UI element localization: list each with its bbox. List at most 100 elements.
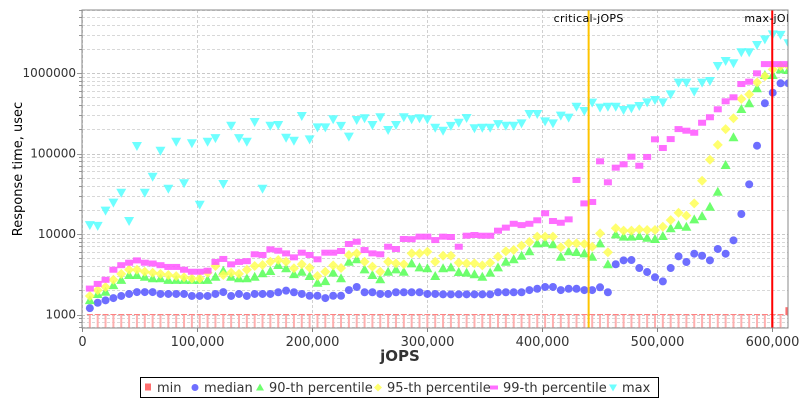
data-point: [85, 304, 94, 313]
data-point: [744, 48, 755, 58]
data-point: [533, 284, 542, 293]
data-point: [85, 285, 94, 292]
data-point: [124, 264, 135, 275]
data-point: [753, 70, 762, 77]
data-point: [712, 139, 723, 150]
data-point: [390, 264, 401, 274]
data-point: [186, 139, 197, 149]
data-point: [171, 137, 182, 147]
data-point: [242, 258, 251, 265]
data-point: [580, 200, 589, 207]
data-point: [195, 268, 204, 275]
data-point: [359, 114, 370, 124]
data-point: [752, 77, 763, 88]
data-point: [423, 289, 432, 298]
data-point: [689, 87, 700, 97]
data-point: [376, 251, 385, 258]
data-point: [712, 62, 723, 72]
data-point: [304, 262, 315, 273]
data-point: [508, 245, 519, 256]
data-point: [92, 285, 103, 296]
data-point: [650, 273, 659, 282]
critical-jOPS-label: critical-jOPS: [554, 12, 624, 25]
data-point: [760, 99, 769, 108]
data-point: [265, 256, 276, 267]
data-point: [399, 288, 408, 297]
data-point: [649, 95, 660, 105]
data-point: [461, 267, 472, 277]
data-point: [164, 289, 173, 298]
data-point: [618, 225, 629, 236]
data-point: [92, 221, 103, 231]
data-point: [414, 262, 425, 272]
data-point: [446, 234, 455, 241]
data-point: [304, 135, 315, 145]
data-point: [351, 115, 362, 125]
data-point: [305, 251, 314, 258]
data-point: [344, 240, 353, 247]
data-point: [752, 83, 763, 93]
data-point: [555, 251, 566, 261]
data-point: [508, 121, 519, 131]
data-point: [312, 277, 323, 287]
data-point: [596, 158, 605, 165]
legend-label: max: [622, 381, 651, 396]
data-point: [446, 290, 455, 299]
data-point: [384, 243, 393, 250]
data-point: [493, 262, 504, 272]
data-point: [383, 125, 394, 135]
data-point: [634, 102, 645, 112]
data-point: [383, 266, 394, 276]
data-point: [108, 274, 119, 285]
data-point: [555, 242, 566, 253]
data-point: [579, 107, 590, 117]
data-point: [516, 119, 527, 129]
data-point: [603, 179, 612, 186]
data-point: [501, 224, 510, 231]
data-point: [642, 232, 653, 242]
plot-background: [82, 10, 788, 328]
data-point: [180, 289, 189, 298]
data-point: [414, 114, 425, 124]
data-point: [563, 113, 574, 123]
data-point: [752, 40, 763, 50]
data-point: [344, 286, 353, 295]
data-point: [431, 289, 440, 298]
data-point: [101, 296, 110, 305]
data-point: [367, 261, 378, 272]
data-point: [705, 256, 714, 265]
data-point: [194, 273, 205, 284]
data-point: [398, 259, 409, 270]
data-point: [728, 132, 739, 142]
x-tick-label: 400,000: [516, 335, 570, 350]
data-point: [462, 232, 471, 239]
data-point: [343, 256, 354, 266]
data-point: [643, 153, 652, 160]
data-point: [320, 276, 331, 286]
data-point: [321, 249, 330, 256]
data-point: [784, 79, 788, 88]
data-point: [148, 260, 157, 267]
data-point: [351, 254, 362, 264]
legend: min median 90-th percentile 95-th percentil…: [140, 377, 659, 398]
data-point: [329, 291, 338, 300]
data-point: [501, 288, 510, 297]
data-point: [337, 291, 346, 300]
data-point: [250, 251, 259, 258]
data-point: [406, 115, 417, 125]
data-point: [494, 288, 503, 297]
data-point: [274, 288, 283, 297]
data-point: [500, 121, 511, 131]
data-point: [407, 288, 416, 297]
data-point: [164, 263, 173, 270]
data-point: [148, 288, 157, 297]
data-point: [602, 259, 613, 269]
data-point: [736, 104, 747, 114]
data-point: [571, 247, 582, 257]
data-point: [690, 129, 699, 136]
data-point: [352, 238, 361, 245]
x-axis: 0 100,000 200,000 300,000 400,000 500,000 600,…: [78, 328, 799, 350]
data-point: [657, 98, 668, 108]
data-point: [337, 248, 346, 255]
y-tick-label: 10000: [38, 227, 76, 241]
